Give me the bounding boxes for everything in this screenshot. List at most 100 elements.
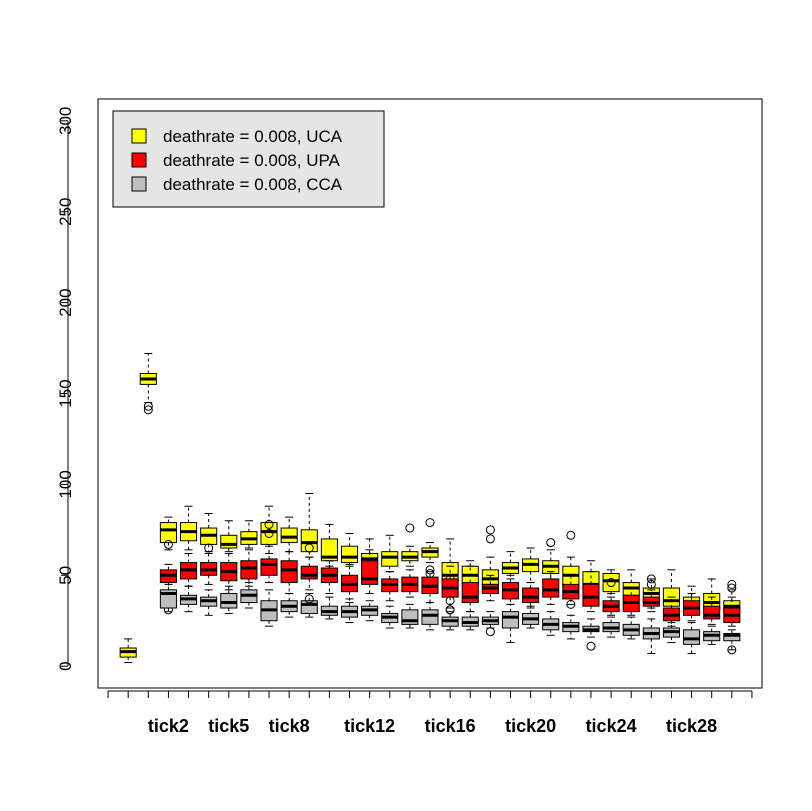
outlier-point bbox=[425, 565, 435, 575]
box-29 bbox=[683, 592, 701, 622]
outlier-point bbox=[304, 594, 314, 604]
outlier-point bbox=[264, 528, 274, 538]
box-21 bbox=[522, 582, 540, 609]
y-tick-label: 200 bbox=[56, 288, 75, 316]
box-16 bbox=[421, 518, 439, 564]
box-11 bbox=[320, 560, 338, 594]
outlier-point bbox=[566, 530, 576, 540]
box-16 bbox=[421, 602, 439, 631]
outlier-point bbox=[727, 579, 737, 589]
box-17 bbox=[441, 605, 459, 631]
box-5 bbox=[200, 552, 218, 585]
box-20 bbox=[501, 603, 520, 644]
outlier-point bbox=[646, 579, 656, 589]
y-axis: 0 50 100 150 200 250 300 bbox=[56, 107, 75, 671]
box-body bbox=[260, 522, 278, 545]
box-19 bbox=[481, 525, 499, 594]
box-11 bbox=[320, 523, 338, 567]
y-tick-label: 100 bbox=[56, 470, 75, 498]
y-tick-label: 250 bbox=[56, 198, 75, 226]
outlier-point bbox=[485, 525, 495, 535]
box-6 bbox=[220, 551, 238, 591]
outlier-point bbox=[485, 627, 495, 637]
box-body bbox=[260, 558, 278, 576]
x-tick-label: tick12 bbox=[344, 716, 395, 736]
series-3 bbox=[159, 582, 741, 655]
box-21 bbox=[522, 605, 540, 629]
box-3 bbox=[159, 563, 177, 615]
box-body bbox=[421, 609, 439, 625]
box-24 bbox=[582, 571, 600, 613]
box-30 bbox=[703, 596, 721, 625]
box-15 bbox=[401, 569, 419, 598]
box-7 bbox=[240, 547, 258, 587]
outlier-point bbox=[445, 605, 455, 615]
box-22 bbox=[542, 571, 560, 605]
x-tick-label: tick2 bbox=[148, 716, 189, 736]
box-31 bbox=[723, 596, 741, 627]
box-body bbox=[542, 578, 560, 598]
box-31 bbox=[723, 629, 741, 655]
outlier-point bbox=[445, 596, 455, 606]
box-body bbox=[461, 582, 479, 604]
box-27 bbox=[642, 618, 660, 654]
box-9 bbox=[280, 551, 298, 594]
box-body bbox=[280, 527, 298, 544]
box-9 bbox=[280, 592, 298, 618]
box-25 bbox=[602, 616, 620, 638]
box-3 bbox=[159, 516, 177, 551]
box-19 bbox=[481, 574, 499, 602]
box-2 bbox=[139, 353, 157, 415]
y-tick-label: 150 bbox=[56, 379, 75, 407]
outlier-point bbox=[586, 641, 596, 651]
box-14 bbox=[381, 605, 399, 629]
box-4 bbox=[179, 585, 198, 613]
box-body bbox=[522, 587, 540, 604]
x-tick-label: tick28 bbox=[666, 716, 717, 736]
box-body bbox=[220, 592, 238, 609]
box-18 bbox=[461, 611, 479, 631]
legend-label: deathrate = 0.008, CCA bbox=[163, 175, 343, 194]
x-tick-label: tick24 bbox=[586, 716, 637, 736]
x-tick-label: tick16 bbox=[425, 716, 476, 736]
box-18 bbox=[461, 565, 479, 613]
box-body bbox=[501, 611, 520, 629]
box-body bbox=[340, 545, 359, 564]
box-19 bbox=[481, 611, 499, 637]
box-body bbox=[361, 560, 379, 585]
y-tick-label: 300 bbox=[56, 107, 75, 135]
box-3 bbox=[159, 583, 177, 613]
box-13 bbox=[361, 600, 379, 622]
box-28 bbox=[662, 622, 681, 644]
plot-frame bbox=[97, 98, 763, 689]
x-tick-label: tick20 bbox=[505, 716, 556, 736]
box-body bbox=[220, 534, 238, 549]
box-series bbox=[119, 353, 741, 664]
box-14 bbox=[381, 571, 399, 602]
box-8 bbox=[260, 589, 278, 627]
outlier-point bbox=[606, 578, 616, 588]
box-10 bbox=[300, 556, 318, 591]
box-body bbox=[280, 560, 298, 584]
box-26 bbox=[622, 616, 640, 640]
box-6 bbox=[220, 520, 238, 554]
outlier-point bbox=[143, 405, 153, 415]
outlier-point bbox=[727, 645, 737, 655]
box-25 bbox=[602, 569, 620, 598]
box-25 bbox=[602, 592, 620, 616]
outlier-point bbox=[143, 401, 153, 411]
y-tick-label: 50 bbox=[56, 566, 75, 585]
box-1 bbox=[119, 638, 137, 664]
legend-label: deathrate = 0.008, UCA bbox=[163, 127, 343, 146]
box-6 bbox=[220, 585, 238, 614]
box-4 bbox=[179, 505, 198, 551]
legend-swatch bbox=[131, 152, 147, 168]
box-7 bbox=[240, 582, 258, 609]
box-7 bbox=[240, 520, 258, 551]
box-4 bbox=[179, 552, 198, 587]
series-1 bbox=[119, 353, 741, 664]
box-13 bbox=[361, 549, 379, 594]
box-12 bbox=[340, 532, 359, 567]
outlier-point bbox=[204, 543, 214, 553]
